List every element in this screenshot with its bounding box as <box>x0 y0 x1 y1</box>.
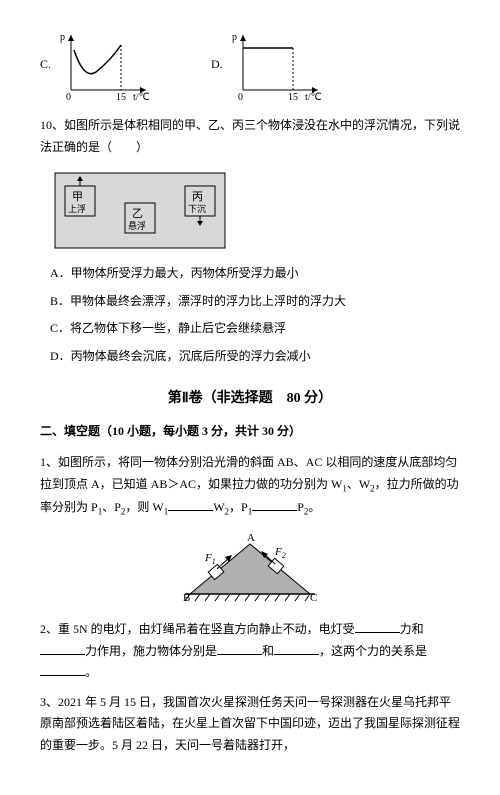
label-A: A <box>247 532 255 544</box>
svg-text:甲: 甲 <box>72 191 83 203</box>
q2-p1: 2、重 5N 的电灯，由灯绳吊着在竖直方向静止不动，电灯受 <box>40 622 355 636</box>
graph-c-svg: p 0 15 t/℃ <box>56 30 151 100</box>
label-F2: F2 <box>274 546 286 560</box>
x-label: t/℃ <box>133 92 150 100</box>
q2-p4: 和 <box>262 644 274 658</box>
q10-optD: D．丙物体最终会沉底，沉底后所受的浮力会减小 <box>50 346 460 368</box>
q1-part8: P <box>297 500 304 514</box>
svg-text:0: 0 <box>238 92 243 100</box>
svg-text:15: 15 <box>288 92 298 100</box>
blank <box>355 620 400 633</box>
blank <box>252 498 297 511</box>
blank <box>168 498 213 511</box>
blank <box>274 642 319 655</box>
q2-p2: 力和 <box>400 622 424 636</box>
graph-c-label: C. <box>40 54 51 76</box>
svg-text:乙: 乙 <box>132 207 143 220</box>
q10-figure: 甲 上浮 乙 悬浮 丙 下沉 <box>50 168 460 253</box>
graphs-row: C. p 0 15 t/℃ D. p 0 15 t/℃ <box>40 30 460 100</box>
graph-c: C. p 0 15 t/℃ <box>40 30 151 100</box>
graph-d-svg: p 0 15 t/℃ <box>228 30 323 100</box>
svg-text:上浮: 上浮 <box>68 203 86 214</box>
x-tick: 15 <box>116 92 126 100</box>
graph-d-label: D. <box>211 54 223 76</box>
origin: 0 <box>66 92 71 100</box>
q2-p6: 。 <box>85 665 97 679</box>
q10-optC: C．将乙物体下移一些，静止后它会继续悬浮 <box>50 318 460 340</box>
q1-part7: ，P <box>229 500 248 514</box>
y-label: p <box>60 32 65 43</box>
svg-text:p: p <box>232 32 237 43</box>
svg-text:悬浮: 悬浮 <box>128 220 146 231</box>
q1-figure: A B C F1 F2 <box>40 529 460 609</box>
label-B: B <box>183 592 190 604</box>
q1-part5: ，则 W <box>125 500 163 514</box>
svg-text:t/℃: t/℃ <box>305 92 322 100</box>
blank <box>40 642 85 655</box>
blank <box>40 663 85 676</box>
fill-header: 二、填空题（10 小题，每小题 3 分，共计 30 分） <box>40 421 460 443</box>
q3-text: 3、2021 年 5 月 15 日，我国首次火星探测任务天问一号探测器在火星乌托… <box>40 692 460 757</box>
blank <box>217 642 262 655</box>
q1-part4: 、P <box>102 500 121 514</box>
graph-d: D. p 0 15 t/℃ <box>211 30 323 100</box>
q10-stem: 10、如图所示是体积相同的甲、乙、丙三个物体浸没在水中的浮沉情况，下列说法正确的… <box>40 115 460 158</box>
q1-part6: W <box>213 500 224 514</box>
q2-text: 2、重 5N 的电灯，由灯绳吊着在竖直方向静止不动，电灯受 力和力作用，施力物体分… <box>40 619 460 684</box>
label-C: C <box>310 592 317 604</box>
svg-text:下沉: 下沉 <box>188 204 206 214</box>
q1-text: 1、如图所示，将同一物体分别沿光滑的斜面 AB、AC 以相同的速度从底部均匀拉到… <box>40 452 460 519</box>
q10-optA: A．甲物体所受浮力最大，丙物体所受浮力最小 <box>50 263 460 285</box>
label-F1: F1 <box>204 552 216 566</box>
svg-text:丙: 丙 <box>192 191 203 203</box>
section2-title: 第Ⅱ卷（非选择题 80 分） <box>40 386 460 411</box>
q2-p3: 力作用，施力物体分别是 <box>85 644 217 658</box>
q1-part2: 、W <box>347 477 370 491</box>
q10-optB: B．甲物体最终会漂浮，漂浮时的浮力比上浮时的浮力大 <box>50 291 460 313</box>
q1-part9: 。 <box>308 500 320 514</box>
q2-p5: ，这两个力的关系是 <box>319 644 427 658</box>
